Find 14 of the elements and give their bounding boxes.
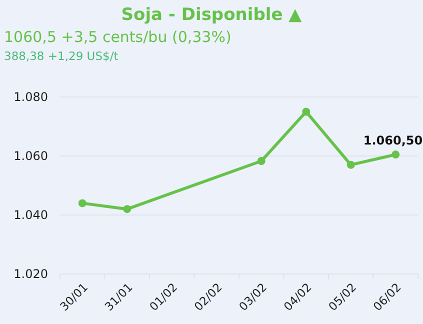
y-tick-label: 1.040 bbox=[14, 208, 48, 222]
point bbox=[78, 199, 86, 208]
chart-title: Soja - Disponible ▲ bbox=[121, 5, 303, 25]
y-tick-label: 1.060 bbox=[14, 149, 48, 163]
chart-subtitle: 1060,5 +3,5 cents/bu (0,33%) bbox=[4, 28, 232, 46]
y-tick-label: 1.020 bbox=[14, 267, 48, 281]
point bbox=[257, 157, 266, 166]
y-tick-label: 1.080 bbox=[14, 90, 48, 104]
text: 388,38 +1,29 US$/t bbox=[4, 49, 119, 63]
annotation: 1.060,50 bbox=[363, 134, 423, 148]
point bbox=[302, 108, 310, 116]
point bbox=[392, 150, 400, 159]
point bbox=[123, 205, 132, 214]
point bbox=[346, 160, 355, 169]
